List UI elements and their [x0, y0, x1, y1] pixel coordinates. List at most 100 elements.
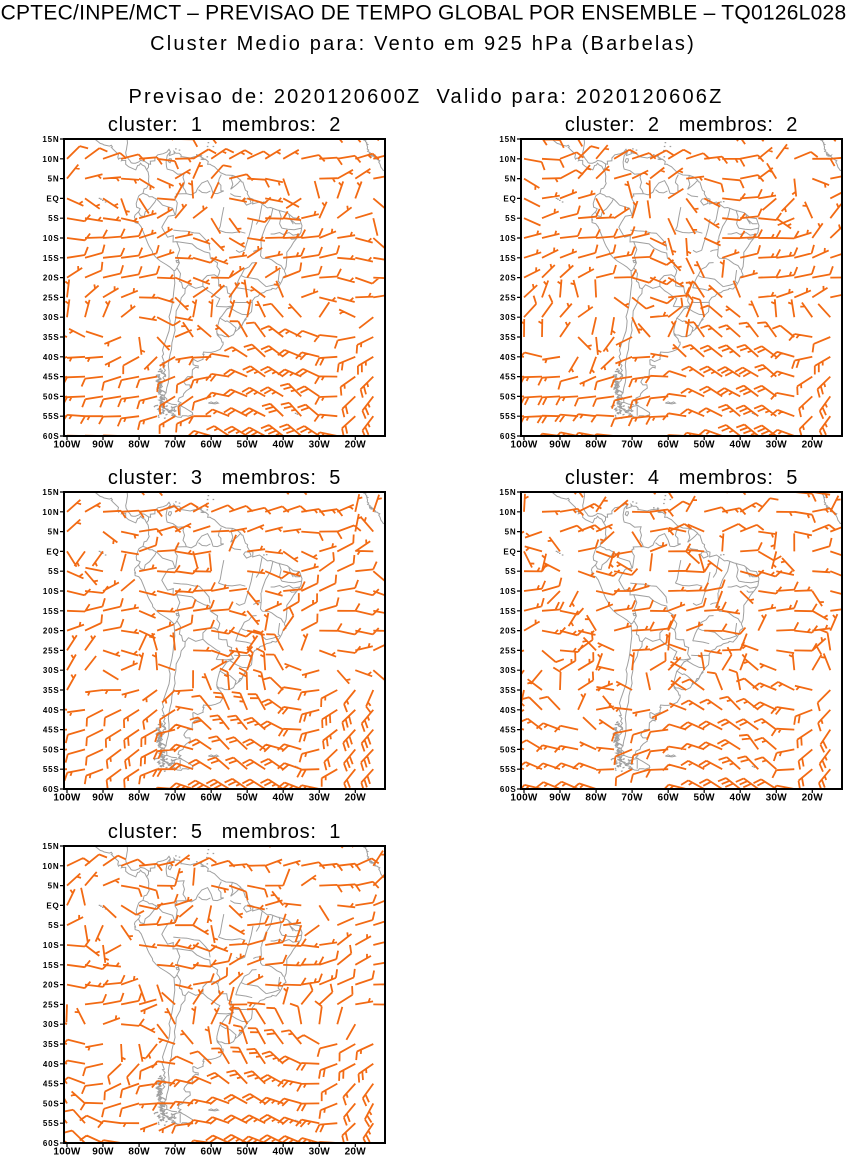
- svg-text:80W: 80W: [585, 793, 607, 804]
- svg-text:5S: 5S: [48, 921, 59, 930]
- svg-text:Previsao de: 2020120600Z: Previsao de: 2020120600Z: [129, 86, 422, 108]
- svg-text:30W: 30W: [766, 793, 788, 804]
- svg-text:60W: 60W: [200, 440, 222, 451]
- svg-text:45S: 45S: [500, 373, 517, 382]
- svg-text:70W: 70W: [621, 793, 643, 804]
- svg-text:10N: 10N: [499, 155, 516, 164]
- svg-text:25S: 25S: [43, 293, 60, 302]
- svg-text:45S: 45S: [43, 1080, 60, 1089]
- svg-text:60S: 60S: [43, 432, 60, 441]
- svg-text:40W: 40W: [272, 440, 294, 451]
- svg-text:15N: 15N: [42, 488, 59, 497]
- svg-text:50W: 50W: [693, 793, 715, 804]
- svg-text:CPTEC/INPE/MCT – PREVISAO DE T: CPTEC/INPE/MCT – PREVISAO DE TEMPO GLOBA…: [1, 2, 847, 25]
- svg-text:20S: 20S: [43, 274, 60, 283]
- svg-text:60W: 60W: [657, 440, 679, 451]
- svg-text:5S: 5S: [48, 214, 59, 223]
- svg-text:90W: 90W: [92, 793, 114, 804]
- svg-text:35S: 35S: [43, 333, 60, 342]
- svg-text:15S: 15S: [500, 607, 517, 616]
- svg-text:90W: 90W: [549, 793, 571, 804]
- svg-text:25S: 25S: [500, 646, 517, 655]
- svg-text:35S: 35S: [500, 333, 517, 342]
- svg-text:10S: 10S: [500, 234, 517, 243]
- svg-text:15N: 15N: [42, 135, 59, 144]
- svg-text:40S: 40S: [43, 1060, 60, 1069]
- svg-text:80W: 80W: [128, 793, 150, 804]
- svg-text:50S: 50S: [43, 1099, 60, 1108]
- svg-text:EQ: EQ: [503, 547, 516, 556]
- svg-text:5N: 5N: [48, 175, 60, 184]
- svg-text:55S: 55S: [500, 765, 517, 774]
- svg-text:60W: 60W: [200, 793, 222, 804]
- svg-text:50W: 50W: [236, 440, 258, 451]
- svg-text:30W: 30W: [309, 440, 331, 451]
- svg-text:30S: 30S: [43, 313, 60, 322]
- svg-text:90W: 90W: [92, 440, 114, 451]
- svg-text:100W: 100W: [53, 793, 81, 804]
- svg-text:40W: 40W: [729, 440, 751, 451]
- svg-text:40S: 40S: [43, 706, 60, 715]
- svg-text:EQ: EQ: [503, 194, 516, 203]
- svg-text:EQ: EQ: [46, 901, 59, 910]
- svg-text:5S: 5S: [505, 567, 516, 576]
- svg-text:45S: 45S: [43, 726, 60, 735]
- svg-text:30S: 30S: [43, 1020, 60, 1029]
- svg-text:cluster: 3 membros: 5: cluster: 3 membros: 5: [108, 467, 341, 489]
- svg-text:100W: 100W: [53, 440, 81, 451]
- svg-text:10N: 10N: [42, 862, 59, 871]
- svg-text:45S: 45S: [500, 726, 517, 735]
- svg-text:20W: 20W: [345, 440, 367, 451]
- svg-text:30S: 30S: [500, 666, 517, 675]
- svg-text:15N: 15N: [499, 488, 516, 497]
- svg-text:10S: 10S: [43, 234, 60, 243]
- svg-text:40W: 40W: [272, 1147, 294, 1158]
- svg-text:50S: 50S: [500, 745, 517, 754]
- svg-text:20W: 20W: [345, 1147, 367, 1158]
- svg-text:30W: 30W: [309, 793, 331, 804]
- svg-text:Valido para: 2020120606Z: Valido para: 2020120606Z: [436, 86, 723, 108]
- svg-text:70W: 70W: [164, 793, 186, 804]
- svg-text:5N: 5N: [48, 528, 60, 537]
- svg-text:5N: 5N: [505, 175, 517, 184]
- svg-text:cluster: 1 membros: 2: cluster: 1 membros: 2: [108, 114, 341, 136]
- svg-text:60S: 60S: [500, 785, 517, 794]
- svg-text:35S: 35S: [500, 686, 517, 695]
- svg-text:25S: 25S: [43, 1000, 60, 1009]
- svg-text:100W: 100W: [510, 440, 538, 451]
- svg-text:15N: 15N: [42, 842, 59, 851]
- svg-text:60S: 60S: [43, 785, 60, 794]
- svg-text:EQ: EQ: [46, 194, 59, 203]
- svg-text:25S: 25S: [500, 293, 517, 302]
- svg-text:40W: 40W: [272, 793, 294, 804]
- svg-text:50W: 50W: [236, 793, 258, 804]
- svg-text:EQ: EQ: [46, 547, 59, 556]
- svg-text:55S: 55S: [43, 412, 60, 421]
- svg-text:30W: 30W: [766, 440, 788, 451]
- svg-text:cluster: 5 membros: 1: cluster: 5 membros: 1: [108, 821, 341, 843]
- svg-text:100W: 100W: [53, 1147, 81, 1158]
- svg-text:10S: 10S: [43, 587, 60, 596]
- svg-text:90W: 90W: [549, 440, 571, 451]
- svg-text:40W: 40W: [729, 793, 751, 804]
- svg-text:15N: 15N: [499, 135, 516, 144]
- svg-text:80W: 80W: [585, 440, 607, 451]
- svg-text:15S: 15S: [43, 607, 60, 616]
- svg-text:100W: 100W: [510, 793, 538, 804]
- svg-text:60S: 60S: [43, 1139, 60, 1148]
- svg-text:60W: 60W: [657, 793, 679, 804]
- svg-text:20W: 20W: [345, 793, 367, 804]
- svg-text:Cluster Medio para: Vento em 9: Cluster Medio para: Vento em 925 hPa (Ba…: [150, 33, 696, 55]
- svg-text:55S: 55S: [43, 1119, 60, 1128]
- svg-text:25S: 25S: [43, 646, 60, 655]
- svg-text:70W: 70W: [164, 440, 186, 451]
- svg-text:60S: 60S: [500, 432, 517, 441]
- svg-text:50W: 50W: [693, 440, 715, 451]
- svg-text:15S: 15S: [43, 961, 60, 970]
- svg-text:60W: 60W: [200, 1147, 222, 1158]
- svg-text:15S: 15S: [500, 254, 517, 263]
- svg-text:10N: 10N: [42, 155, 59, 164]
- svg-text:40S: 40S: [500, 353, 517, 362]
- svg-text:10N: 10N: [42, 508, 59, 517]
- svg-text:30S: 30S: [43, 666, 60, 675]
